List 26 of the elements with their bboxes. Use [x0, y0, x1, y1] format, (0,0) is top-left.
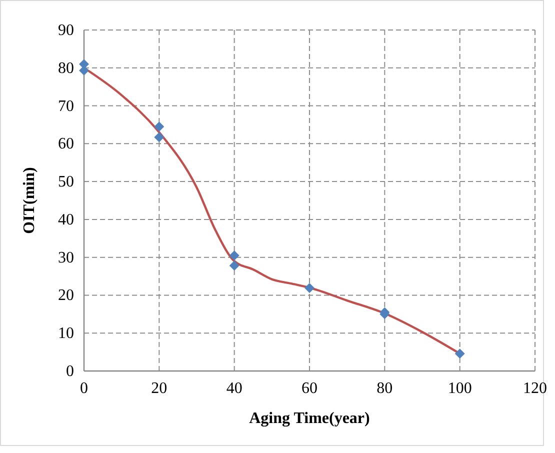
point — [454, 348, 465, 359]
y-tick-label: 90 — [58, 22, 74, 39]
point — [304, 283, 314, 294]
y-tick-label: 70 — [58, 98, 74, 115]
x-tick-label: 80 — [376, 380, 393, 397]
y-tick-label: 50 — [58, 174, 74, 191]
y-tick-label: 80 — [58, 60, 74, 77]
point — [229, 260, 240, 271]
y-tick-label: 0 — [66, 363, 74, 380]
point — [229, 250, 240, 260]
x-tick-label: 100 — [448, 380, 472, 397]
point — [79, 66, 89, 76]
x-tick-label: 60 — [302, 380, 318, 397]
x-tick-label: 0 — [80, 380, 88, 397]
y-tick-label: 40 — [58, 211, 74, 228]
x-tick-label: 120 — [523, 380, 547, 397]
x-tick-label: 20 — [151, 380, 168, 397]
y-tick-label: 20 — [58, 287, 74, 304]
x-axis-title: Aging Time(year) — [249, 410, 370, 427]
y-tick-label: 30 — [58, 249, 74, 266]
x-tick-label: 40 — [226, 380, 242, 397]
y-tick-label: 10 — [58, 325, 74, 342]
y-axis-title: OIT(min) — [21, 167, 38, 234]
y-tick-label: 60 — [58, 136, 74, 153]
point — [154, 132, 164, 142]
point — [154, 122, 164, 132]
